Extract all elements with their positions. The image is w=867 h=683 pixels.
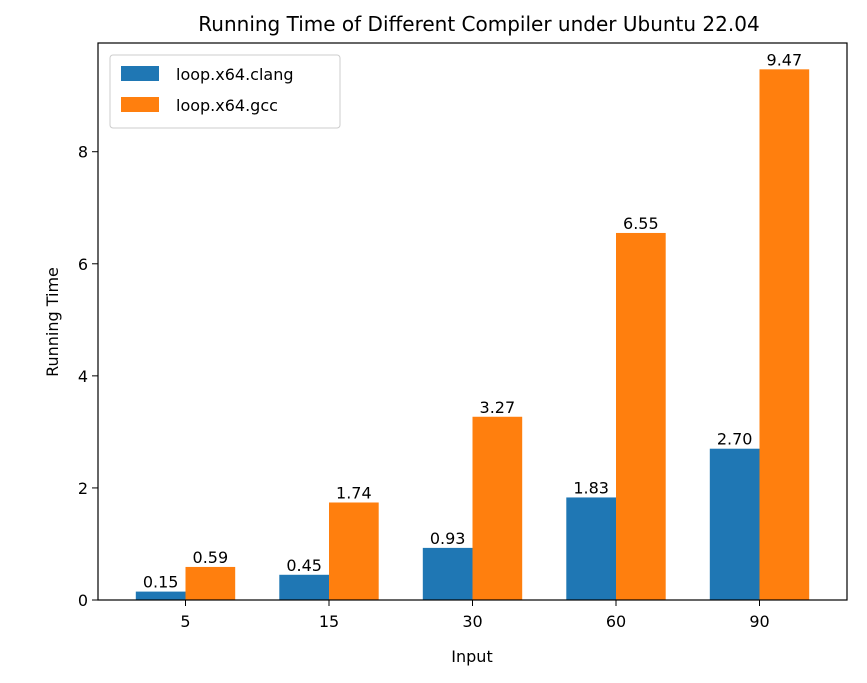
y-tick-label: 0 (78, 591, 88, 610)
bar-clang-5 (135, 591, 186, 600)
y-tick-label: 8 (78, 143, 88, 162)
y-tick-label: 2 (78, 479, 88, 498)
x-axis-label: Input (451, 647, 492, 666)
legend-label-gcc: loop.x64.gcc (176, 96, 278, 115)
legend-swatch-clang (121, 66, 159, 81)
bar-value-label: 2.70 (717, 430, 753, 449)
bar-value-label: 0.93 (430, 529, 466, 548)
x-tick-label: 60 (606, 612, 626, 631)
bar-value-label: 3.27 (480, 398, 516, 417)
legend-label-clang: loop.x64.clang (176, 65, 294, 84)
bar-value-label: 0.59 (193, 548, 229, 567)
bar-gcc-60 (616, 232, 666, 601)
bar-clang-15 (279, 574, 329, 600)
x-tick-label: 90 (749, 612, 769, 631)
bar-clang-30 (422, 547, 473, 600)
legend-swatch-gcc (121, 97, 159, 112)
bar-value-label: 6.55 (623, 214, 659, 233)
x-tick-label: 5 (180, 612, 190, 631)
y-tick-label: 6 (78, 255, 88, 274)
bar-gcc-5 (185, 566, 236, 600)
y-axis-label: Running Time (43, 267, 62, 377)
x-axis-ticks: 5 15 30 60 90 (180, 600, 770, 631)
bar-labels-group: 0.15 0.45 0.93 1.83 2.70 0.59 1.74 3.27 6.55 9.47 (143, 50, 802, 591)
bar-value-label: 9.47 (767, 50, 803, 69)
bars-group (135, 69, 810, 601)
bar-gcc-90 (759, 69, 810, 600)
y-axis-ticks: 0 2 4 6 8 (78, 143, 98, 610)
x-tick-label: 30 (462, 612, 482, 631)
bar-clang-90 (709, 448, 760, 600)
bar-clang-60 (566, 497, 616, 600)
legend-box (109, 54, 341, 129)
bar-value-label: 1.74 (336, 483, 372, 502)
bar-gcc-15 (329, 502, 379, 600)
chart-title: Running Time of Different Compiler under… (198, 12, 759, 36)
bar-value-label: 0.45 (286, 556, 322, 575)
bar-gcc-30 (472, 416, 523, 600)
y-tick-label: 4 (78, 367, 88, 386)
bar-value-label: 1.83 (573, 478, 609, 497)
plot-frame (97, 42, 848, 601)
legend: loop.x64.clang loop.x64.gcc (109, 54, 341, 129)
bar-value-label: 0.15 (143, 573, 179, 592)
x-tick-label: 15 (319, 612, 339, 631)
